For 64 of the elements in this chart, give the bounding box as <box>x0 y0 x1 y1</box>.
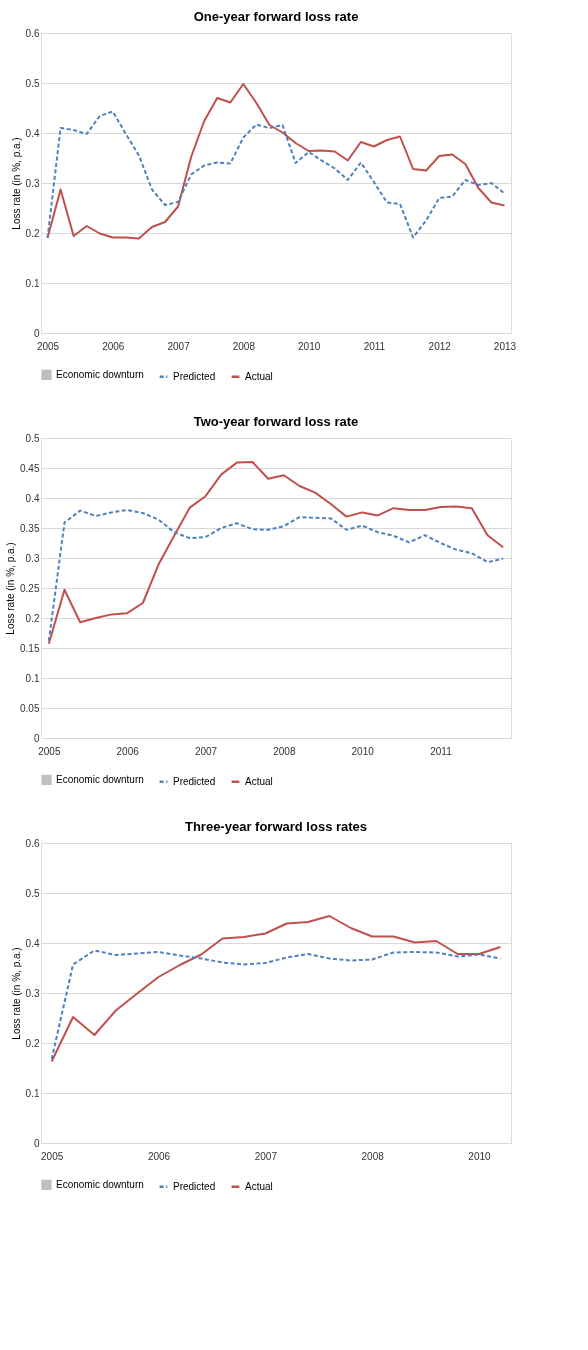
x-tick-label: 2005 <box>41 1150 64 1162</box>
x-tick-label: 2007 <box>254 1150 278 1162</box>
chart-title: Three-year forward loss rates <box>184 819 368 834</box>
line-series <box>50 915 502 1063</box>
x-tick-label: 2010 <box>298 340 321 352</box>
y-tick-label: 0.5 <box>25 887 40 899</box>
y-tick-label: 0.4 <box>25 937 40 949</box>
y-tick-label: 0.15 <box>20 642 40 654</box>
y-tick-label: 0.1 <box>25 277 40 289</box>
legend-label: Predicted <box>173 1180 216 1192</box>
line-series <box>47 461 505 645</box>
line-series <box>46 83 506 240</box>
legend-label: Actual <box>245 1180 273 1192</box>
x-tick-label: 2006 <box>116 745 140 757</box>
y-tick-label: 0.3 <box>25 987 40 999</box>
x-tick-label: 2007 <box>194 745 218 757</box>
x-tick-label: 2011 <box>430 745 453 757</box>
y-tick-label: 0.3 <box>25 177 40 189</box>
y-tick-label: 0.4 <box>25 127 40 139</box>
y-tick-label: 0.6 <box>25 837 40 849</box>
x-tick-label: 2008 <box>273 745 296 757</box>
x-tick-label: 2008 <box>361 1150 385 1162</box>
line-series <box>47 509 505 642</box>
y-tick-label: 0.1 <box>25 1087 40 1099</box>
x-tick-label: 2008 <box>232 340 256 352</box>
chart-title: One-year forward loss rate <box>193 9 359 24</box>
legend-label: Actual <box>245 370 273 382</box>
legend-label: Predicted <box>173 775 216 787</box>
chart-title: Two-year forward loss rate <box>193 414 359 429</box>
y-tick-label: 0.45 <box>20 462 40 474</box>
legend-label: Economic downturn <box>56 1178 144 1190</box>
y-tick-label: 0.5 <box>25 432 40 444</box>
line-series <box>46 110 506 239</box>
y-tick-label: 0.5 <box>25 77 40 89</box>
y-axis-title: Loss rate (in %, p.a.) <box>10 137 22 230</box>
x-tick-label: 2006 <box>102 340 125 352</box>
y-axis-title: Loss rate (in %, p.a.) <box>10 947 22 1040</box>
y-tick-label: 0.25 <box>20 582 40 594</box>
x-tick-label: 2012 <box>428 340 452 352</box>
x-tick-label: 2013 <box>493 340 517 352</box>
y-tick-label: 0.2 <box>25 1037 40 1049</box>
x-tick-label: 2010 <box>468 1150 492 1162</box>
y-tick-label: 0.1 <box>25 672 40 684</box>
legend-label: Economic downturn <box>56 368 144 380</box>
x-tick-label: 2010 <box>351 745 375 757</box>
y-tick-label: 0 <box>33 1137 40 1149</box>
legend-label: Economic downturn <box>56 773 144 785</box>
y-tick-label: 0.4 <box>25 492 40 504</box>
y-tick-label: 0.6 <box>25 27 40 39</box>
x-tick-label: 2005 <box>36 340 60 352</box>
legend-label: Actual <box>245 775 273 787</box>
y-axis-title: Loss rate (in %, p.a.) <box>5 542 17 635</box>
y-tick-label: 0 <box>33 732 40 744</box>
y-tick-label: 0.35 <box>20 522 40 534</box>
y-tick-label: 0.2 <box>25 612 40 624</box>
y-tick-label: 0.2 <box>25 227 40 239</box>
x-tick-label: 2005 <box>38 745 61 757</box>
x-tick-label: 2011 <box>363 340 386 352</box>
x-tick-label: 2007 <box>167 340 191 352</box>
y-tick-label: 0.05 <box>20 702 40 714</box>
x-tick-label: 2006 <box>147 1150 171 1162</box>
y-tick-label: 0.3 <box>25 552 40 564</box>
legend-label: Predicted <box>173 370 216 382</box>
y-tick-label: 0 <box>33 327 40 339</box>
